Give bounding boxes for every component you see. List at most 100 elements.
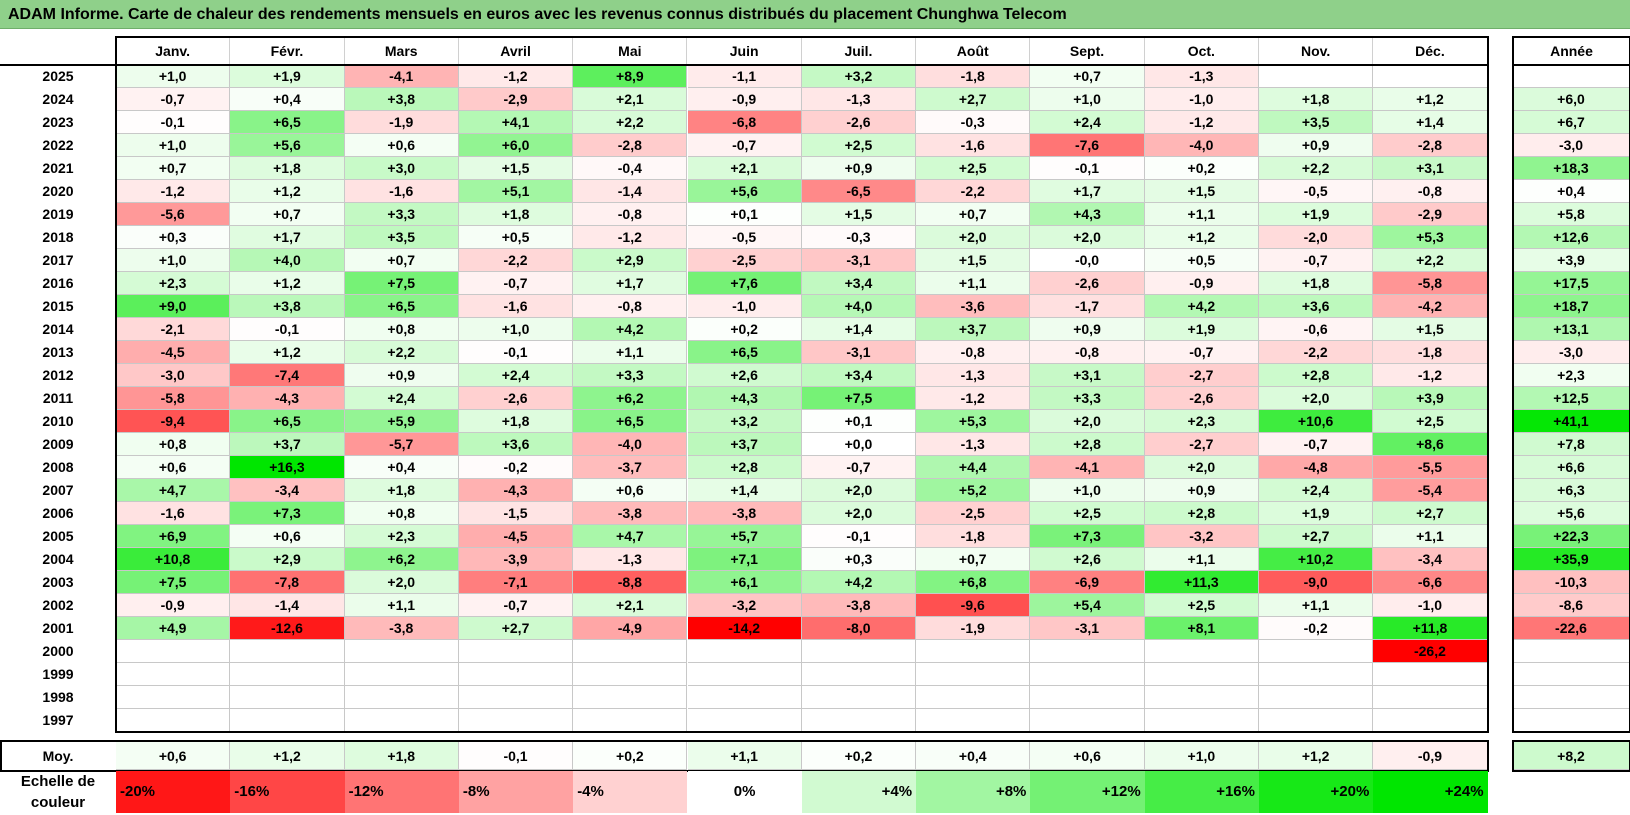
- heatmap-cell: +5,9: [344, 410, 459, 433]
- month-header: Mai: [573, 37, 688, 65]
- heatmap-cell: [1373, 686, 1488, 709]
- year-label: 2004: [42, 551, 74, 567]
- heatmap-cell: [916, 640, 1031, 663]
- heatmap-cell: -3,8: [687, 502, 802, 525]
- annual-cell: +3,9: [1513, 249, 1630, 272]
- heatmap-cell: -3,0: [116, 364, 231, 387]
- heatmap-cell: -0,7: [458, 594, 574, 617]
- year-label: 1997: [42, 712, 74, 728]
- heatmap-cell: +0,5: [458, 226, 574, 249]
- heatmap-cell: +0,7: [344, 249, 459, 272]
- annual-cell: +2,3: [1513, 364, 1630, 387]
- heatmap-cell: +1,5: [458, 157, 574, 180]
- year-label: 2014: [42, 321, 74, 337]
- heatmap-cell: +3,3: [344, 203, 459, 226]
- heatmap-cell: -3,1: [1030, 617, 1145, 640]
- heatmap-cell: +0,1: [801, 410, 917, 433]
- heatmap-cell: -4,3: [458, 479, 574, 502]
- heatmap-cell: +2,7: [916, 88, 1031, 111]
- heatmap-cell: +2,2: [1259, 157, 1374, 180]
- heatmap-cell: [1259, 686, 1374, 709]
- heatmap-cell: +4,2: [1144, 295, 1259, 318]
- heatmap-cell: [687, 686, 802, 709]
- heatmap-cell: -2,2: [458, 249, 574, 272]
- heatmap-cell: -0,1: [230, 318, 345, 341]
- heatmap-cell: [1373, 663, 1488, 686]
- average-cell: +1,1: [687, 742, 802, 770]
- heatmap-cell: +1,9: [230, 65, 345, 88]
- heatmap-cell: [1259, 709, 1374, 732]
- heatmap-cell: [344, 686, 459, 709]
- heatmap-cell: +0,6: [573, 479, 688, 502]
- annual-cell: +0,4: [1513, 180, 1630, 203]
- heatmap-cell: +1,8: [1259, 272, 1374, 295]
- heatmap-cell: -14,2: [687, 617, 802, 640]
- heatmap-cell: +0,3: [801, 548, 917, 571]
- heatmap-cell: +2,7: [1259, 525, 1374, 548]
- heatmap-cell: +3,7: [230, 433, 345, 456]
- heatmap-cell: +2,9: [230, 548, 345, 571]
- heatmap-cell: +2,0: [1259, 387, 1374, 410]
- heatmap-cell: -3,2: [687, 594, 802, 617]
- heatmap-cell: -2,6: [458, 387, 574, 410]
- heatmap-cell: +2,0: [1030, 410, 1145, 433]
- heatmap-cell: +6,5: [230, 111, 345, 134]
- heatmap-cell: -1,0: [687, 295, 802, 318]
- heatmap-cell: +4,0: [801, 295, 917, 318]
- heatmap-cell: +16,3: [230, 456, 345, 479]
- heatmap-cell: +0,9: [1030, 318, 1145, 341]
- heatmap-cell: -0,7: [1259, 433, 1374, 456]
- annual-header: Année: [1550, 43, 1593, 59]
- heatmap-cell: +10,6: [1259, 410, 1374, 433]
- month-header: Juin: [688, 37, 802, 65]
- scale-step: -12%: [344, 771, 459, 813]
- annual-cell: +7,8: [1513, 433, 1630, 456]
- year-label: 2017: [42, 252, 74, 268]
- heatmap-cell: +11,8: [1373, 617, 1488, 640]
- heatmap-cell: +5,6: [687, 180, 802, 203]
- annual-cell: +22,3: [1513, 525, 1630, 548]
- heatmap-cell: +1,9: [1259, 203, 1374, 226]
- heatmap-cell: +6,5: [687, 341, 802, 364]
- heatmap-cell: +4,3: [687, 387, 802, 410]
- average-cell: +0,2: [573, 742, 688, 770]
- heatmap-cell: [116, 709, 231, 732]
- heatmap-cell: +1,5: [1144, 180, 1259, 203]
- heatmap-cell: -4,3: [230, 387, 345, 410]
- heatmap-cell: -4,1: [1030, 456, 1145, 479]
- heatmap-cell: +2,6: [1030, 548, 1145, 571]
- year-label: 2010: [42, 413, 74, 429]
- year-label: 2009: [42, 436, 74, 452]
- heatmap-cell: +3,5: [1259, 111, 1374, 134]
- heatmap-cell: +2,8: [1144, 502, 1259, 525]
- year-label: 2000: [42, 643, 74, 659]
- annual-cell: -8,6: [1513, 594, 1630, 617]
- annual-cell: [1513, 65, 1630, 88]
- annual-cell: +12,5: [1513, 387, 1630, 410]
- annual-cell: +18,3: [1513, 157, 1630, 180]
- heatmap-cell: +2,4: [458, 364, 574, 387]
- scale-step: -4%: [573, 771, 688, 813]
- heatmap-cell: -3,4: [230, 479, 345, 502]
- heatmap-cell: [573, 663, 688, 686]
- heatmap-cell: -1,3: [1144, 65, 1259, 88]
- year-label: 2020: [42, 183, 74, 199]
- heatmap-cell: [1144, 709, 1259, 732]
- heatmap-cell: +2,5: [1030, 502, 1145, 525]
- heatmap-cell: [916, 663, 1031, 686]
- heatmap-cell: +3,8: [344, 88, 459, 111]
- heatmap-cell: -0,7: [1259, 249, 1374, 272]
- heatmap-cell: [1144, 686, 1259, 709]
- heatmap-cell: [1259, 640, 1374, 663]
- heatmap-cell: +2,2: [573, 111, 688, 134]
- heatmap-cell: +1,1: [916, 272, 1031, 295]
- heatmap-cell: +1,1: [573, 341, 688, 364]
- heatmap-cell: +2,0: [801, 479, 917, 502]
- heatmap-cell: -1,0: [1144, 88, 1259, 111]
- annual-cell: [1513, 709, 1630, 732]
- heatmap-cell: +0,9: [1259, 134, 1374, 157]
- heatmap-cell: [801, 686, 917, 709]
- heatmap-cell: +4,1: [458, 111, 574, 134]
- heatmap-cell: +1,1: [1144, 548, 1259, 571]
- heatmap-cell: [1144, 640, 1259, 663]
